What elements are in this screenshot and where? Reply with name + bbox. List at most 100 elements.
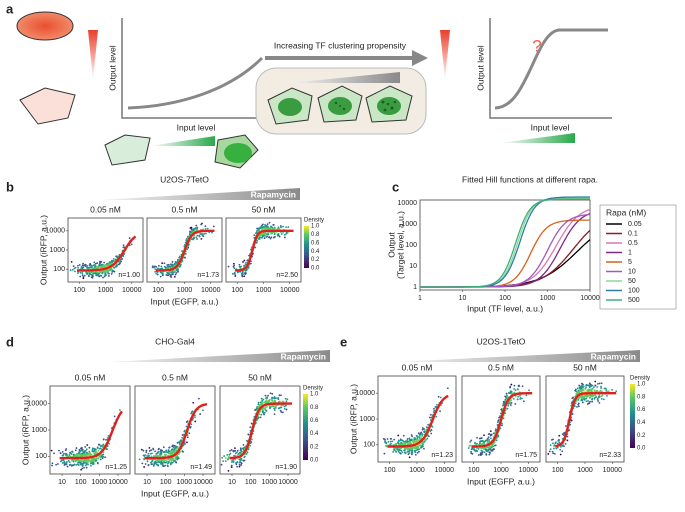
point [50, 449, 53, 452]
x-tick-label: 100 [152, 287, 164, 294]
point [430, 432, 433, 435]
point [400, 442, 403, 444]
point [282, 231, 285, 234]
point [417, 439, 420, 442]
point [81, 464, 84, 467]
point [184, 252, 187, 255]
point [138, 458, 141, 461]
point [145, 451, 148, 454]
point [611, 388, 613, 391]
point [603, 387, 606, 390]
point [392, 451, 395, 453]
point [232, 262, 235, 265]
point [478, 442, 481, 445]
point [264, 223, 266, 226]
point [167, 449, 170, 452]
point [590, 390, 593, 393]
point [247, 266, 250, 269]
point [122, 255, 125, 258]
point [563, 432, 565, 434]
point [514, 395, 517, 398]
x-tick-label: 100 [75, 479, 87, 486]
point [223, 455, 226, 457]
point [506, 407, 509, 410]
y-label: Output level [475, 45, 485, 90]
point [221, 456, 224, 459]
point [385, 445, 388, 448]
point [406, 439, 409, 441]
point [232, 450, 235, 453]
point [280, 233, 283, 235]
point [170, 461, 173, 464]
point [163, 450, 166, 453]
point [482, 440, 485, 443]
point [101, 456, 104, 459]
point [407, 453, 410, 456]
point [245, 453, 248, 455]
point [564, 443, 567, 445]
schematic [16, 11, 612, 169]
x-label: Input (TF level, a.u.) [467, 303, 543, 313]
point [160, 461, 163, 464]
legend-label: 0.05 [628, 221, 642, 228]
point [86, 272, 89, 275]
point [61, 450, 64, 453]
point [263, 408, 266, 411]
point [114, 265, 117, 268]
point [142, 454, 145, 457]
wedge [88, 30, 98, 80]
point [509, 402, 512, 404]
point [479, 437, 482, 440]
point [405, 447, 408, 450]
point [483, 434, 485, 437]
point [224, 460, 227, 463]
point [168, 446, 171, 449]
point [241, 271, 244, 273]
point [397, 434, 400, 437]
point [522, 400, 525, 403]
point [597, 400, 600, 402]
condition-label: 50 nM [252, 204, 276, 214]
point [505, 392, 508, 395]
point [60, 459, 63, 462]
colorbar-tick-label: 0.2 [637, 433, 646, 439]
point [265, 397, 267, 400]
point [62, 453, 65, 455]
point [195, 227, 198, 230]
point [239, 459, 242, 462]
point [260, 226, 263, 229]
colorbar-tick-label: 0.8 [310, 405, 319, 411]
point [179, 264, 182, 266]
point [93, 263, 96, 266]
point [105, 273, 107, 276]
fit-curve [235, 229, 294, 272]
point [197, 397, 200, 400]
point [470, 439, 473, 442]
point [596, 386, 599, 388]
point [240, 464, 243, 466]
point [232, 265, 235, 268]
point [395, 451, 398, 453]
point [163, 262, 166, 265]
point [260, 236, 263, 239]
point [66, 465, 69, 468]
point [85, 448, 88, 451]
point [249, 262, 252, 265]
point [196, 238, 198, 240]
point [468, 445, 471, 447]
point [98, 265, 100, 268]
point [162, 446, 165, 449]
point [95, 459, 98, 462]
point [79, 463, 82, 466]
point [154, 265, 156, 268]
colorbar-tick-label: 0.0 [637, 446, 646, 452]
point [68, 454, 71, 456]
point [267, 394, 270, 397]
point [555, 447, 558, 450]
point [568, 429, 571, 432]
legend-box [599, 204, 677, 310]
point [159, 449, 162, 451]
wedge-label: Rapamycin [251, 189, 296, 199]
point [201, 233, 204, 235]
point [117, 263, 120, 266]
